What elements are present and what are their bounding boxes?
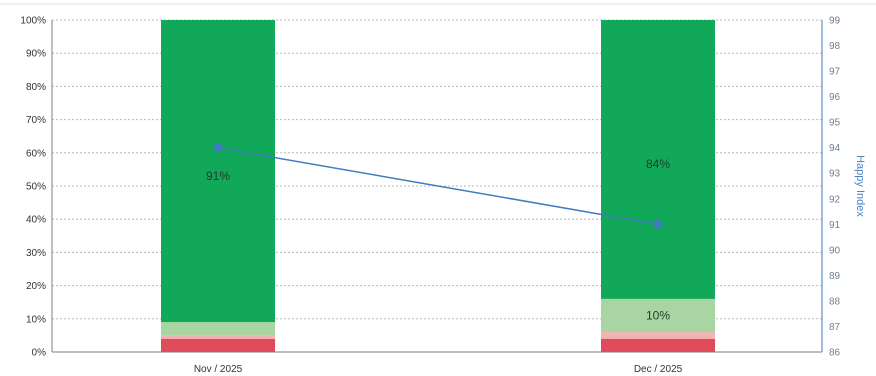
y-right-tick-label: 93 <box>829 169 841 180</box>
segment-label: 84% <box>646 157 670 171</box>
y-right-tick-label: 96 <box>829 92 841 103</box>
y-right-tick-label: 91 <box>829 220 841 231</box>
y-right-tick-label: 89 <box>829 271 841 282</box>
y-right-tick-label: 98 <box>829 41 841 52</box>
y-right-tick-label: 87 <box>829 322 841 333</box>
bar-segment <box>161 335 275 339</box>
y-left-tick-label: 90% <box>26 49 46 60</box>
y-left-tick-label: 70% <box>26 115 46 126</box>
happy-index-point <box>213 143 223 153</box>
y-right-tick-label: 97 <box>829 67 841 78</box>
happy-index-point <box>653 219 663 229</box>
y-right-tick-label: 92 <box>829 194 841 205</box>
bar-segment <box>601 332 715 339</box>
bar-segment <box>161 338 275 352</box>
x-category-label: Dec / 2025 <box>634 364 683 375</box>
y-right-tick-label: 99 <box>829 16 841 27</box>
segment-label: 10% <box>646 308 670 322</box>
y-right-tick-label: 94 <box>829 143 841 154</box>
y-left-tick-label: 50% <box>26 182 46 193</box>
y-right-axis-title: Happy Index <box>854 155 866 217</box>
happy-index-line <box>217 146 659 226</box>
y-left-tick-label: 100% <box>20 16 46 27</box>
bar-segment <box>161 20 275 323</box>
y-left-tick-label: 30% <box>26 248 46 259</box>
bar-segment <box>601 20 715 299</box>
y-left-tick-label: 40% <box>26 215 46 226</box>
y-left-tick-label: 0% <box>32 348 47 359</box>
y-left-tick-label: 20% <box>26 281 46 292</box>
y-left-tick-label: 60% <box>26 148 46 159</box>
y-left-tick-label: 10% <box>26 314 46 325</box>
y-left-tick-label: 80% <box>26 82 46 93</box>
segment-label: 91% <box>206 169 230 183</box>
y-right-tick-label: 88 <box>829 296 841 307</box>
bar-segment <box>161 322 275 336</box>
y-right-tick-label: 95 <box>829 118 841 129</box>
bar-segment <box>601 298 715 333</box>
y-right-tick-label: 90 <box>829 245 841 256</box>
x-category-label: Nov / 2025 <box>194 364 243 375</box>
y-right-tick-label: 86 <box>829 348 841 359</box>
bar-segment <box>601 338 715 352</box>
